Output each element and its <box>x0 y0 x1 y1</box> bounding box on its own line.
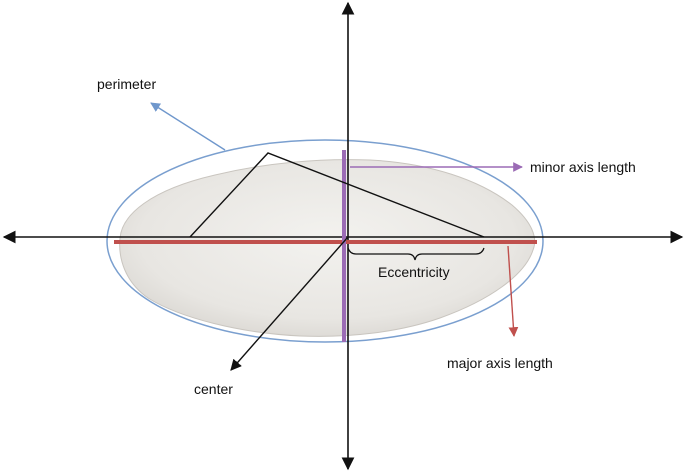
center-label: center <box>194 381 233 397</box>
eccentricity-label: Eccentricity <box>378 264 450 280</box>
perimeter-label: perimeter <box>97 76 156 92</box>
minor-axis-label: minor axis length <box>530 159 636 175</box>
perimeter-arrow <box>150 102 226 151</box>
eccentricity-brace <box>347 247 485 261</box>
grain-shape <box>119 159 536 337</box>
major-axis-label: major axis length <box>447 355 553 371</box>
eccentricity-triangle <box>189 152 485 238</box>
major-axis-arrow <box>507 245 519 337</box>
center-arrow <box>230 236 349 371</box>
